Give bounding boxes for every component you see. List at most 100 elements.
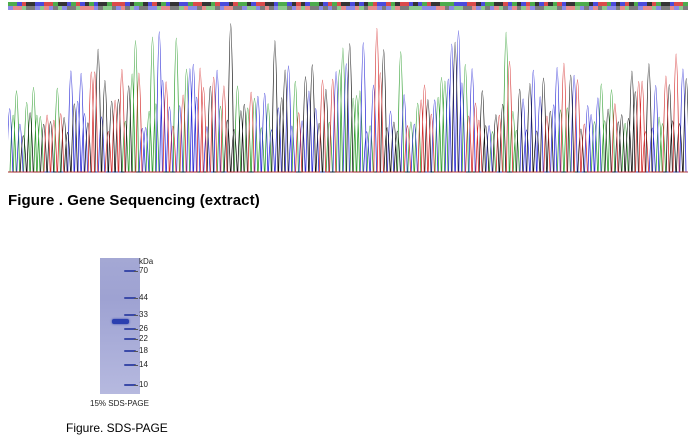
base-call-G [170, 2, 175, 6]
base-call-A [107, 2, 112, 6]
marker-tick-10 [134, 385, 138, 386]
base-call-A [485, 2, 490, 6]
base-call-C [656, 6, 661, 10]
gel-unit-label: kDa [139, 257, 154, 266]
base-call-G [269, 2, 274, 6]
base-call-C [62, 6, 67, 10]
base-call-A [89, 2, 94, 6]
base-call-C [588, 6, 593, 10]
base-call-G [494, 2, 499, 6]
base-call-G [309, 6, 314, 10]
base-call-T [152, 2, 157, 6]
base-call-G [143, 2, 148, 6]
base-call-A [683, 2, 688, 6]
trace-T [8, 27, 688, 173]
base-call-A [390, 2, 395, 6]
base-call-A [246, 6, 251, 10]
base-call-G [30, 2, 35, 6]
base-call-G [66, 6, 71, 10]
base-call-A [278, 6, 283, 10]
base-call-G [431, 2, 436, 6]
base-call-C [638, 2, 643, 6]
base-call-T [372, 2, 377, 6]
base-call-C [224, 2, 229, 6]
base-call-T [228, 6, 233, 10]
base-call-C [611, 6, 616, 10]
base-call-T [341, 6, 346, 10]
base-call-C [327, 6, 332, 10]
base-call-G [332, 6, 337, 10]
marker-band-44 [124, 297, 136, 300]
base-call-A [633, 2, 638, 6]
base-call-A [12, 2, 17, 6]
base-call-A [179, 6, 184, 10]
base-call-A [314, 2, 319, 6]
base-call-G [660, 6, 665, 10]
base-call-T [426, 2, 431, 6]
base-call-G [341, 2, 346, 6]
base-call-T [17, 6, 22, 10]
base-call-C [593, 2, 598, 6]
base-call-G [476, 2, 481, 6]
base-call-G [197, 6, 202, 10]
base-call-A [336, 6, 341, 10]
base-call-G [516, 2, 521, 6]
base-call-A [651, 6, 656, 10]
base-call-G [98, 2, 103, 6]
base-call-T [336, 2, 341, 6]
base-call-A [480, 6, 485, 10]
base-call-C [561, 6, 566, 10]
base-call-G [588, 2, 593, 6]
marker-band-14 [124, 364, 136, 367]
base-call-G [246, 2, 251, 6]
base-call-C [426, 6, 431, 10]
base-call-T [494, 6, 499, 10]
base-call-G [683, 6, 688, 10]
base-call-A [602, 6, 607, 10]
base-call-T [566, 6, 571, 10]
base-call-T [44, 2, 49, 6]
base-call-G [111, 6, 116, 10]
base-call-C [462, 2, 467, 6]
base-call-G [665, 2, 670, 6]
base-call-C [359, 2, 364, 6]
base-call-T [620, 6, 625, 10]
base-call-C [539, 2, 544, 6]
base-call-G [570, 2, 575, 6]
base-call-T [674, 2, 679, 6]
base-call-A [332, 2, 337, 6]
base-call-C [66, 2, 71, 6]
base-call-G [629, 6, 634, 10]
base-call-G [615, 2, 620, 6]
base-call-T [48, 2, 53, 6]
base-call-A [498, 6, 503, 10]
base-call-C [350, 6, 355, 10]
base-call-C [251, 2, 256, 6]
base-call-G [633, 6, 638, 10]
base-call-A [453, 6, 458, 10]
base-call-C [669, 2, 674, 6]
base-call-C [192, 6, 197, 10]
base-call-C [188, 6, 193, 10]
protein-sample-band [112, 319, 129, 324]
base-call-G [435, 2, 440, 6]
base-call-G [201, 2, 206, 6]
base-call-T [467, 2, 472, 6]
base-call-G [287, 6, 292, 10]
base-call-G [404, 6, 409, 10]
base-call-T [116, 2, 121, 6]
base-call-G [539, 6, 544, 10]
base-call-A [422, 2, 427, 6]
base-call-G [485, 6, 490, 10]
base-call-T [525, 2, 530, 6]
base-call-G [156, 2, 161, 6]
base-call-T [525, 6, 530, 10]
base-call-A [39, 6, 44, 10]
base-call-C [377, 2, 382, 6]
base-call-C [152, 6, 157, 10]
base-call-T [296, 2, 301, 6]
base-call-C [507, 6, 512, 10]
base-call-T [543, 2, 548, 6]
marker-band-10 [124, 384, 136, 386]
marker-tick-22 [134, 338, 138, 340]
